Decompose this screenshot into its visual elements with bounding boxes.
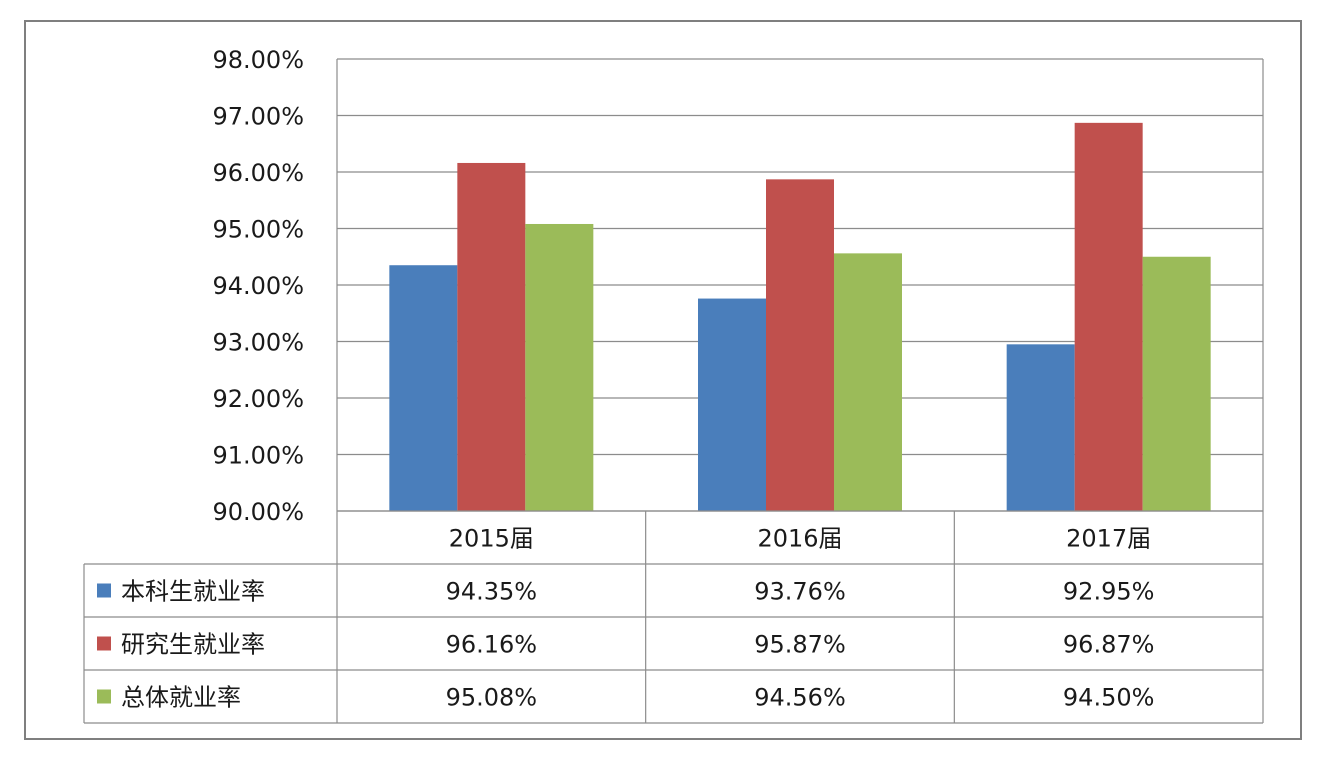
- legend-swatch: [97, 636, 111, 651]
- y-tick-label: 90.00%: [212, 498, 304, 526]
- y-tick-label: 96.00%: [212, 159, 304, 187]
- category-label: 2017届: [1066, 525, 1151, 553]
- y-tick-label: 98.00%: [212, 46, 304, 74]
- data-label: 94.50%: [1063, 684, 1155, 712]
- bar: [698, 298, 766, 511]
- legend-swatch: [97, 689, 111, 704]
- data-label: 92.95%: [1063, 578, 1155, 606]
- y-tick-label: 92.00%: [212, 385, 304, 413]
- bar: [834, 253, 902, 512]
- category-label: 2016届: [757, 525, 842, 553]
- series-label: 总体就业率: [121, 684, 241, 712]
- data-label: 94.56%: [754, 684, 846, 712]
- bar: [525, 223, 594, 512]
- data-label: 96.16%: [446, 631, 538, 659]
- series-label: 研究生就业率: [121, 631, 265, 659]
- category-label: 2015届: [449, 525, 534, 553]
- bar: [1142, 256, 1211, 511]
- data-label: 96.87%: [1063, 631, 1155, 659]
- data-label: 95.08%: [446, 684, 538, 712]
- legend-swatch: [97, 583, 111, 598]
- y-tick-label: 97.00%: [212, 103, 304, 131]
- bar: [1006, 344, 1075, 511]
- data-label: 94.35%: [446, 578, 538, 606]
- data-label: 93.76%: [754, 578, 846, 606]
- bar: [389, 265, 458, 511]
- y-tick-label: 91.00%: [212, 442, 304, 470]
- series-label: 本科生就业率: [121, 578, 265, 606]
- y-tick-label: 94.00%: [212, 272, 304, 300]
- bar: [1074, 122, 1143, 511]
- bar: [766, 179, 834, 511]
- bar: [457, 162, 526, 511]
- data-label: 95.87%: [754, 631, 846, 659]
- y-tick-label: 95.00%: [212, 216, 304, 244]
- y-tick-label: 93.00%: [212, 329, 304, 357]
